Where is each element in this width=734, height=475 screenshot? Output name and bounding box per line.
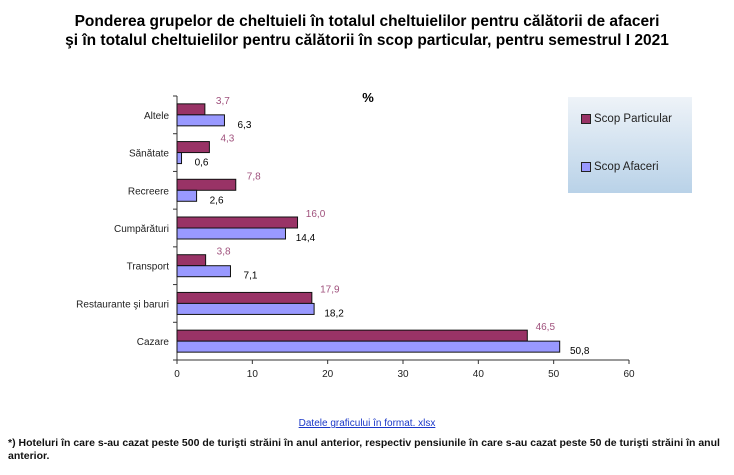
bar-particular — [176, 141, 210, 154]
category-label: Transport — [127, 262, 170, 273]
x-tick-label: 60 — [623, 369, 635, 380]
category-label: Restaurante şi baruri — [76, 299, 169, 310]
bar-particular — [176, 329, 528, 342]
category-label: Recreere — [128, 186, 170, 197]
data-label: 17,9 — [320, 284, 340, 295]
bar-afaceri — [176, 152, 183, 165]
bar-particular — [176, 103, 206, 116]
x-tick-label: 50 — [548, 369, 560, 380]
data-label: 3,8 — [217, 247, 231, 258]
data-label: 16,0 — [306, 209, 326, 220]
legend-item-particular: Scop Particular — [581, 113, 672, 125]
data-label: 2,6 — [210, 195, 224, 206]
data-label: 0,6 — [195, 158, 209, 169]
bar-afaceri — [176, 265, 231, 278]
category-label: Cumpărături — [114, 224, 169, 235]
legend-item-afaceri: Scop Afaceri — [581, 161, 659, 173]
data-label: 7,8 — [247, 171, 261, 182]
bar-afaceri — [176, 189, 198, 202]
x-tick-label: 30 — [397, 369, 409, 380]
data-label: 18,2 — [324, 308, 344, 319]
data-label: 14,4 — [296, 233, 316, 244]
bar-particular — [176, 291, 313, 304]
bar-afaceri — [176, 227, 286, 240]
chart-title: Ponderea grupelor de cheltuieli în total… — [65, 13, 669, 49]
unit-label: % — [362, 90, 374, 105]
bar-chart: % 0 10 20 30 40 50 60 Altele 3,7 6,3 Sănătate 4,3 0,6… — [76, 90, 635, 380]
xlsx-data-link[interactable]: Datele graficului în format. xlsx — [298, 418, 436, 429]
legend: Scop Particular Scop Afaceri — [568, 97, 692, 193]
data-label: 46,5 — [536, 322, 556, 333]
bar-particular — [176, 254, 207, 267]
x-tick-label: 10 — [247, 369, 259, 380]
data-label: 4,3 — [220, 134, 234, 145]
legend-swatch — [581, 162, 591, 172]
bar-afaceri — [176, 340, 561, 353]
x-tick-label: 0 — [174, 369, 180, 380]
bar-afaceri — [176, 114, 225, 127]
category-label: Altele — [144, 111, 169, 122]
data-label: 50,8 — [570, 346, 590, 357]
footnote: *) Hoteluri în care s-au cazat peste 500… — [8, 437, 720, 462]
x-tick-label: 40 — [473, 369, 485, 380]
legend-swatch — [581, 114, 591, 124]
bar-afaceri — [176, 302, 315, 315]
data-label: 7,1 — [244, 271, 258, 282]
bar-particular — [176, 216, 299, 229]
data-label: 6,3 — [238, 120, 252, 131]
category-label: Cazare — [137, 337, 170, 348]
bar-particular — [176, 178, 237, 191]
category-label: Sănătate — [129, 149, 169, 160]
data-label: 3,7 — [216, 96, 230, 107]
x-tick-label: 20 — [322, 369, 334, 380]
